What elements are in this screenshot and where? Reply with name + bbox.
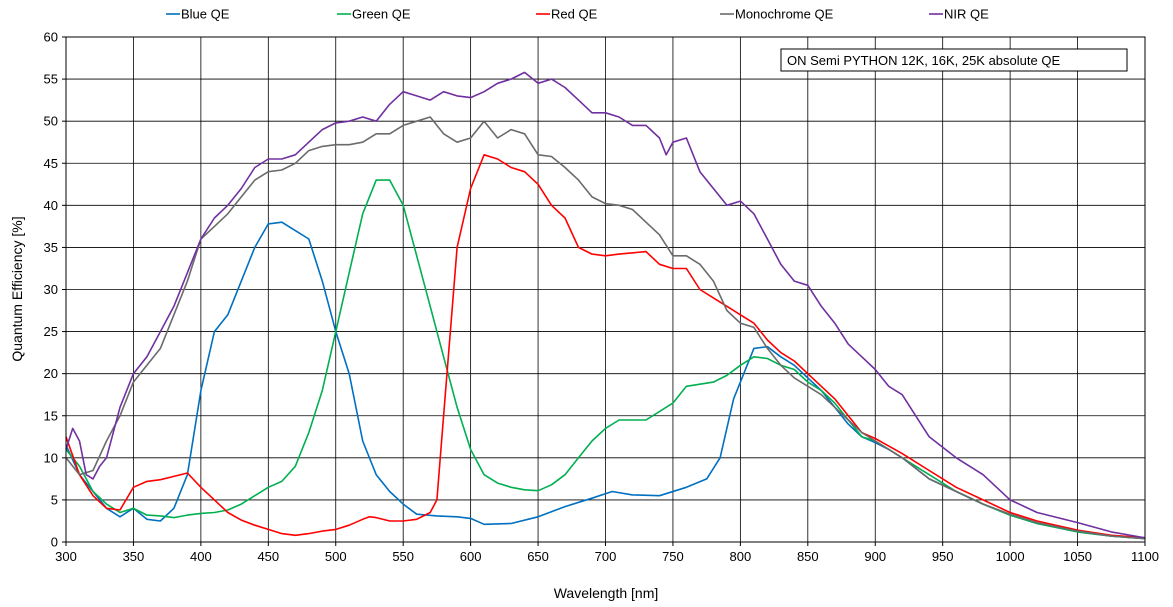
legend-label-red-qe: Red QE — [551, 7, 598, 22]
annotation-box: ON Semi PYTHON 12K, 16K, 25K absolute QE — [780, 48, 1128, 72]
x-tick-label: 850 — [797, 549, 819, 564]
x-tick-label: 1050 — [1063, 549, 1092, 564]
series-lines — [65, 71, 1146, 540]
y-tick-label: 15 — [44, 408, 58, 423]
y-tick-label: 20 — [44, 366, 58, 381]
axes: 300 350 400 450 500 550 600 650 700 750 800 850 900 9… — [44, 30, 1159, 565]
x-tick-label: 900 — [864, 549, 886, 564]
series-line-nir-qe — [65, 71, 1146, 539]
x-tick-label: 1000 — [996, 549, 1025, 564]
x-tick-label: 800 — [730, 549, 752, 564]
series-line-red-qe — [65, 154, 1146, 539]
y-tick-label: 25 — [44, 324, 58, 339]
series-line-monochrome-qe — [65, 116, 1146, 540]
x-tick-label: 400 — [190, 549, 212, 564]
x-tick-label: 500 — [325, 549, 347, 564]
y-tick-label: 35 — [44, 240, 58, 255]
y-tick-label: 10 — [44, 450, 58, 465]
x-tick-label: 700 — [595, 549, 617, 564]
legend-label-blue-qe: Blue QE — [181, 7, 230, 22]
x-axis-title: Wavelength [nm] — [554, 585, 659, 601]
legend: Blue QE Green QE Red QE Monochrome QE NIR QE — [166, 7, 989, 22]
x-tick-label: 750 — [662, 549, 684, 564]
y-tick-label: 5 — [51, 492, 58, 507]
legend-label-green-qe: Green QE — [352, 7, 411, 22]
x-tick-label: 600 — [460, 549, 482, 564]
y-axis-title: Quantum Efficiency [%] — [9, 216, 25, 361]
annotation-text: ON Semi PYTHON 12K, 16K, 25K absolute QE — [787, 53, 1060, 68]
x-tick-label: 650 — [527, 549, 549, 564]
y-tick-label: 30 — [44, 282, 58, 297]
legend-label-monochrome-qe: Monochrome QE — [735, 7, 834, 22]
x-tick-label: 350 — [123, 549, 145, 564]
x-tick-label: 550 — [392, 549, 414, 564]
x-tick-label: 450 — [257, 549, 279, 564]
x-tick-label: 300 — [55, 549, 77, 564]
y-tick-label: 45 — [44, 156, 58, 171]
y-tick-label: 0 — [51, 535, 58, 550]
y-tick-label: 55 — [44, 72, 58, 87]
series-line-blue-qe — [65, 221, 1146, 540]
y-tick-label: 60 — [44, 30, 58, 45]
y-tick-label: 50 — [44, 114, 58, 129]
x-tick-label: 1100 — [1131, 549, 1159, 564]
legend-label-nir-qe: NIR QE — [944, 7, 989, 22]
x-tick-label: 950 — [932, 549, 954, 564]
y-tick-label: 40 — [44, 198, 58, 213]
